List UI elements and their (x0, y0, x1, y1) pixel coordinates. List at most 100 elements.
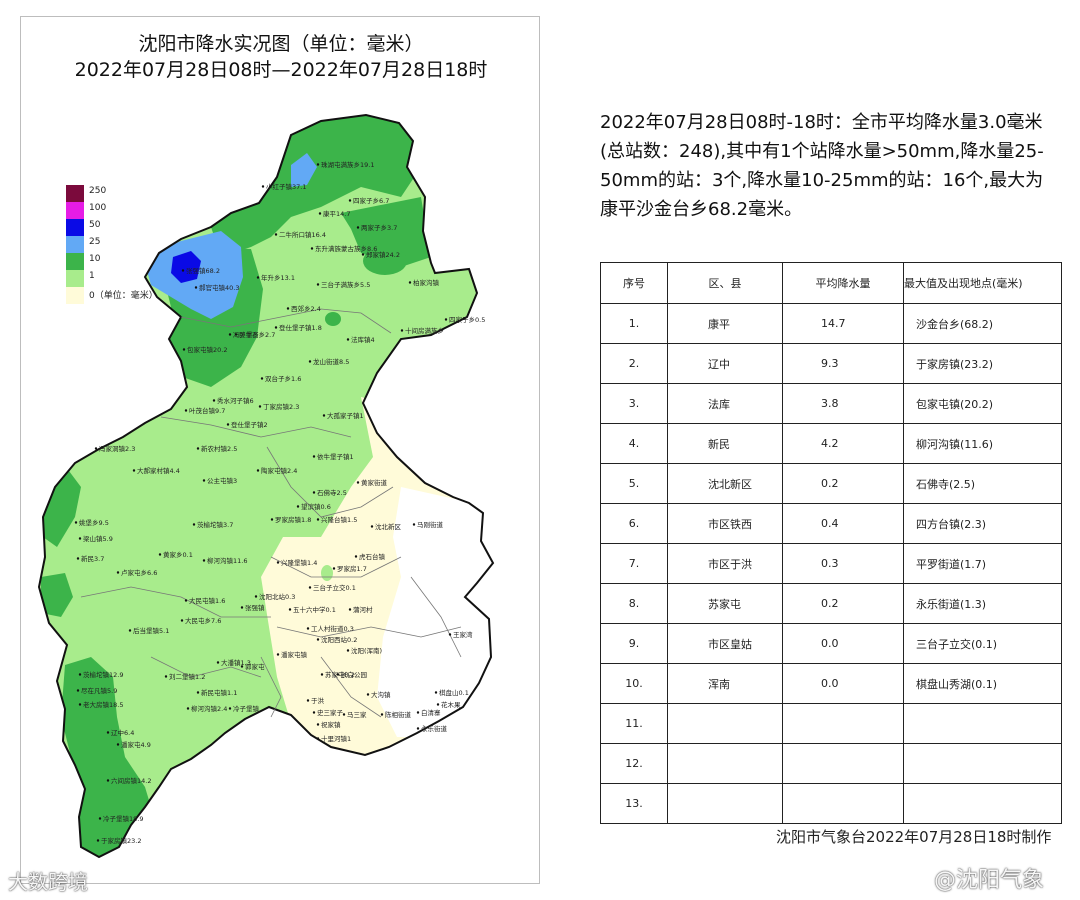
station-dot (356, 226, 360, 229)
station-dot (312, 491, 316, 494)
station-label: 石佛寺2.5 (317, 488, 347, 497)
cell-max (903, 783, 1062, 824)
station-label: 大孤家子镇1 (327, 411, 364, 420)
station-dot (444, 318, 448, 321)
legend-swatch (66, 253, 84, 270)
legend-item: 25 (66, 236, 206, 253)
map-subtitle: 2022年07月28日08时—2022年07月28日18时 (74, 59, 488, 81)
station-label: 史三家子 (317, 708, 344, 717)
station-label: 永乐街道 (421, 724, 448, 733)
legend-item: 0（单位：毫米） (66, 287, 206, 304)
table-row: 11. (600, 703, 1062, 744)
legend-label: 25 (89, 237, 101, 247)
station-dot (346, 338, 350, 341)
station-dot (240, 606, 244, 609)
station-dot (356, 481, 360, 484)
station-dot (76, 689, 80, 692)
table-row: 2. 辽中 9.3 于家房镇(23.2) (600, 343, 1062, 384)
station-label: 棋盘山0.1 (439, 688, 469, 697)
station-label: 望滨镇0.6 (301, 502, 331, 511)
station-label: 公主屯镇3 (207, 476, 237, 485)
cell-max (903, 703, 1062, 744)
cell-max: 棋盘山秀湖(0.1) (903, 663, 1062, 704)
station-label: 潘家屯镇 (281, 650, 308, 659)
station-label: 二牛所口镇16.4 (279, 230, 326, 239)
station-dot (308, 586, 312, 589)
station-label: 老大房镇18.5 (83, 700, 123, 709)
legend-swatch (66, 287, 84, 304)
station-label: 龙山街道8.5 (313, 357, 349, 366)
station-label: 尽在凡镇5.9 (81, 686, 117, 695)
header-max: 最大值及出现地点(毫米) (903, 262, 1062, 304)
station-label: 黄家街道 (361, 478, 388, 487)
legend-label: 10 (89, 254, 101, 264)
station-label: 长白公园 (341, 670, 367, 679)
station-label: 大潘镇1.3 (221, 658, 251, 667)
legend-swatch (66, 185, 84, 202)
legend-label: 50 (89, 220, 101, 230)
table-row: 12. (600, 743, 1062, 784)
station-label: 三台子立交0.1 (313, 583, 356, 592)
cell-district: 辽中 (667, 343, 783, 384)
cell-no: 8. (600, 583, 668, 624)
station-label: 四家子乡0.5 (449, 315, 485, 324)
station-dot (316, 723, 320, 726)
cell-avg: 4.2 (782, 423, 904, 464)
station-dot (192, 523, 196, 526)
cell-max: 包家屯镇(20.2) (903, 383, 1062, 424)
cell-avg: 0.3 (782, 543, 904, 584)
cell-max: 柳河沟镇(11.6) (903, 423, 1062, 464)
station-label: 三台子满族乡5.5 (321, 280, 370, 289)
station-dot (196, 691, 200, 694)
station-dot (254, 595, 258, 598)
heavy-rain-south (61, 657, 151, 857)
cell-district: 康平 (667, 303, 783, 344)
station-dot (312, 711, 316, 714)
station-dot (296, 505, 300, 508)
table-row: 13. (600, 783, 1062, 824)
station-dot (164, 675, 168, 678)
station-label: 后当堡镇5.1 (133, 626, 169, 635)
station-label: 陶家屯镇2.4 (261, 466, 297, 475)
station-dot (448, 633, 452, 636)
precip-summary: 2022年07月28日08时-18时：全市平均降水量3.0毫米(总站数：248)… (600, 112, 1044, 220)
station-dot (106, 731, 110, 734)
station-label: 两家子乡3.7 (361, 223, 397, 232)
watermark-right: @沈阳气象 (934, 868, 1045, 893)
cell-district: 市区铁西 (667, 503, 783, 544)
station-dot (416, 711, 420, 714)
station-label: 柏家沟镇 (413, 278, 440, 287)
station-dot (106, 779, 110, 782)
station-dot (354, 555, 358, 558)
table-row: 1. 康平 14.7 沙金台乡(68.2) (600, 303, 1062, 344)
station-dot (316, 283, 320, 286)
station-label: 卧牛石乡2.7 (239, 330, 275, 339)
station-dot (76, 557, 80, 560)
station-label: 潘家屯4.9 (121, 740, 151, 749)
map-panel: 沈阳市降水实况图（单位：毫米） 2022年07月28日08时—2022年07月2… (20, 16, 540, 884)
station-dot (261, 185, 265, 188)
station-dot (234, 333, 238, 336)
station-dot (316, 518, 320, 521)
station-dot (288, 608, 292, 611)
station-label: 五十六中学0.1 (293, 605, 336, 614)
station-label: 姚堡乡9.5 (79, 518, 109, 527)
station-dot (412, 523, 416, 526)
station-dot (116, 743, 120, 746)
station-label: 新民3.7 (81, 554, 104, 563)
cell-district: 沈北新区 (667, 463, 783, 504)
station-dot (184, 409, 188, 412)
station-dot (316, 638, 320, 641)
station-label: 依牛堡子镇1 (317, 452, 354, 461)
cell-max: 沙金台乡(68.2) (903, 303, 1062, 344)
station-label: 虎石台镇 (359, 552, 386, 561)
station-label: 张强镇 (245, 603, 265, 612)
cell-avg (782, 703, 904, 744)
no-data-zone (377, 487, 493, 737)
station-label: 包家屯镇20.2 (187, 345, 227, 354)
cell-max: 平罗街道(1.7) (903, 543, 1062, 584)
station-dot (202, 479, 206, 482)
station-label: 张强镇68.2 (186, 266, 220, 275)
table-row: 8. 苏家屯 0.2 永乐街道(1.3) (600, 583, 1062, 624)
station-label: 兴隆堡镇1.4 (281, 558, 317, 567)
